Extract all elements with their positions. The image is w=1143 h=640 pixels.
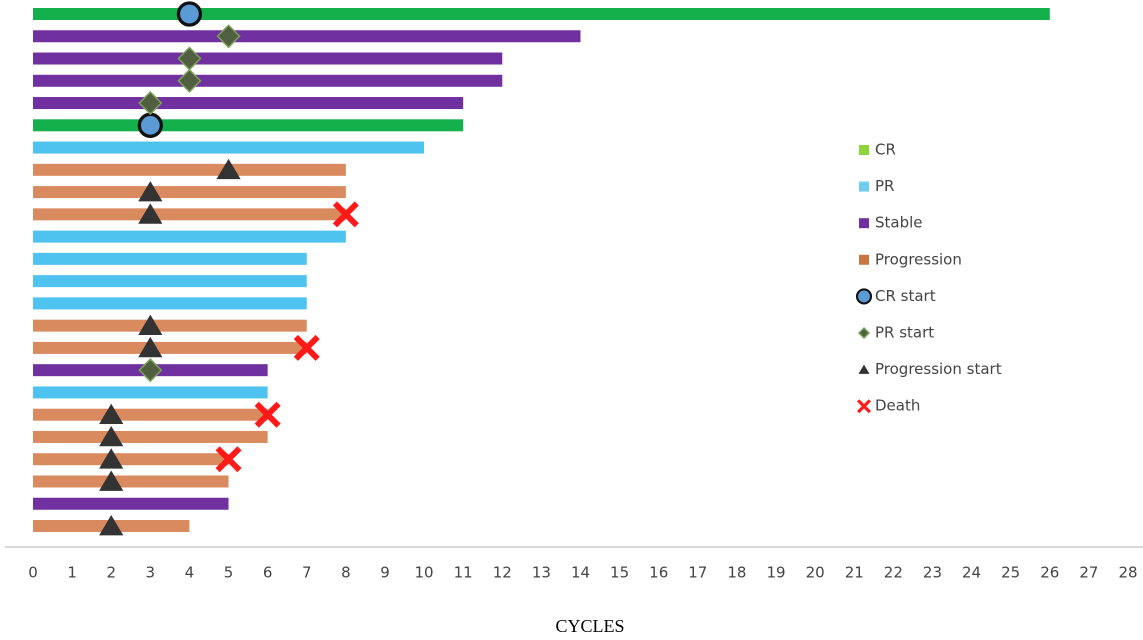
marker <box>99 470 124 491</box>
bar <box>33 319 307 332</box>
bar <box>33 475 229 488</box>
legend-label: Progression start <box>875 360 1002 378</box>
legend-symbol <box>857 399 871 414</box>
bar <box>33 297 307 310</box>
legend-swatch <box>859 218 869 229</box>
marker <box>137 112 163 138</box>
legend-label: Death <box>875 397 920 415</box>
marker <box>215 446 242 473</box>
bar <box>33 119 464 132</box>
x-tick-label: 25 <box>1001 564 1020 582</box>
x-tick-label: 21 <box>845 564 864 582</box>
legend-symbol <box>855 288 873 305</box>
legend-swatch <box>859 145 869 155</box>
x-tick-label: 8 <box>341 564 351 582</box>
bar <box>33 52 503 65</box>
marker <box>138 358 163 383</box>
x-tick-label: 3 <box>146 564 156 582</box>
marker <box>138 336 163 358</box>
legend-symbol <box>857 326 871 340</box>
bar <box>33 230 346 243</box>
bar <box>33 97 464 110</box>
x-tick-label: 10 <box>415 564 434 582</box>
x-tick-label: 11 <box>454 564 473 582</box>
x-tick-label: 20 <box>806 564 825 582</box>
marker <box>138 90 163 116</box>
marker <box>216 158 241 180</box>
x-tick-label: 6 <box>263 564 273 582</box>
bar <box>33 8 1050 20</box>
marker <box>176 1 203 27</box>
legend-label: Stable <box>875 214 923 232</box>
marker <box>99 448 124 469</box>
bar <box>33 141 425 154</box>
x-tick-label: 2 <box>106 564 116 582</box>
x-tick-label: 19 <box>766 564 785 582</box>
x-tick-label: 28 <box>1118 564 1137 582</box>
x-tick-label: 1 <box>67 564 77 582</box>
x-tick-label: 27 <box>1079 564 1098 582</box>
legend-label: CR start <box>875 287 936 305</box>
x-tick-label: 26 <box>1040 564 1059 582</box>
legend-label: PR <box>875 177 894 195</box>
bar <box>33 453 229 466</box>
marker <box>138 314 163 336</box>
marker <box>99 403 124 425</box>
bar <box>33 30 581 43</box>
legend-label: Progression <box>875 250 962 268</box>
legend-swatch <box>859 181 869 192</box>
bar <box>33 275 307 288</box>
bar <box>33 386 268 399</box>
marker <box>254 401 281 428</box>
bar <box>33 208 346 221</box>
legend-swatch <box>859 254 869 265</box>
bar <box>33 408 268 421</box>
x-tick-label: 22 <box>884 564 903 582</box>
x-axis-title: CYCLES <box>555 616 624 636</box>
x-tick-label: 24 <box>962 564 981 582</box>
legend-label: CR <box>875 141 896 159</box>
x-tick-label: 7 <box>302 564 312 582</box>
marker <box>177 46 202 71</box>
x-tick-label: 4 <box>185 564 195 582</box>
marker <box>177 68 202 93</box>
bar <box>33 497 229 510</box>
x-tick-label: 17 <box>688 564 707 582</box>
bar <box>33 430 268 443</box>
x-tick-label: 23 <box>923 564 942 582</box>
x-tick-label: 0 <box>28 564 38 582</box>
x-tick-label: 18 <box>727 564 746 582</box>
bar <box>33 74 503 87</box>
marker <box>332 201 359 228</box>
bar <box>33 186 346 199</box>
x-tick-label: 14 <box>571 564 590 582</box>
x-tick-label: 13 <box>532 564 551 582</box>
marker <box>216 24 241 49</box>
x-tick-label: 9 <box>380 564 390 582</box>
marker <box>99 515 124 536</box>
bar <box>33 163 346 176</box>
x-tick-label: 16 <box>649 564 668 582</box>
marker <box>99 425 124 447</box>
bar <box>33 252 307 265</box>
marker <box>293 334 320 361</box>
marker <box>138 181 163 202</box>
x-tick-label: 15 <box>610 564 629 582</box>
marker <box>138 203 163 224</box>
x-tick-label: 5 <box>224 564 234 582</box>
legend-label: PR start <box>875 324 934 342</box>
legend-symbol <box>858 364 870 374</box>
bar <box>33 341 307 354</box>
x-tick-label: 12 <box>493 564 512 582</box>
